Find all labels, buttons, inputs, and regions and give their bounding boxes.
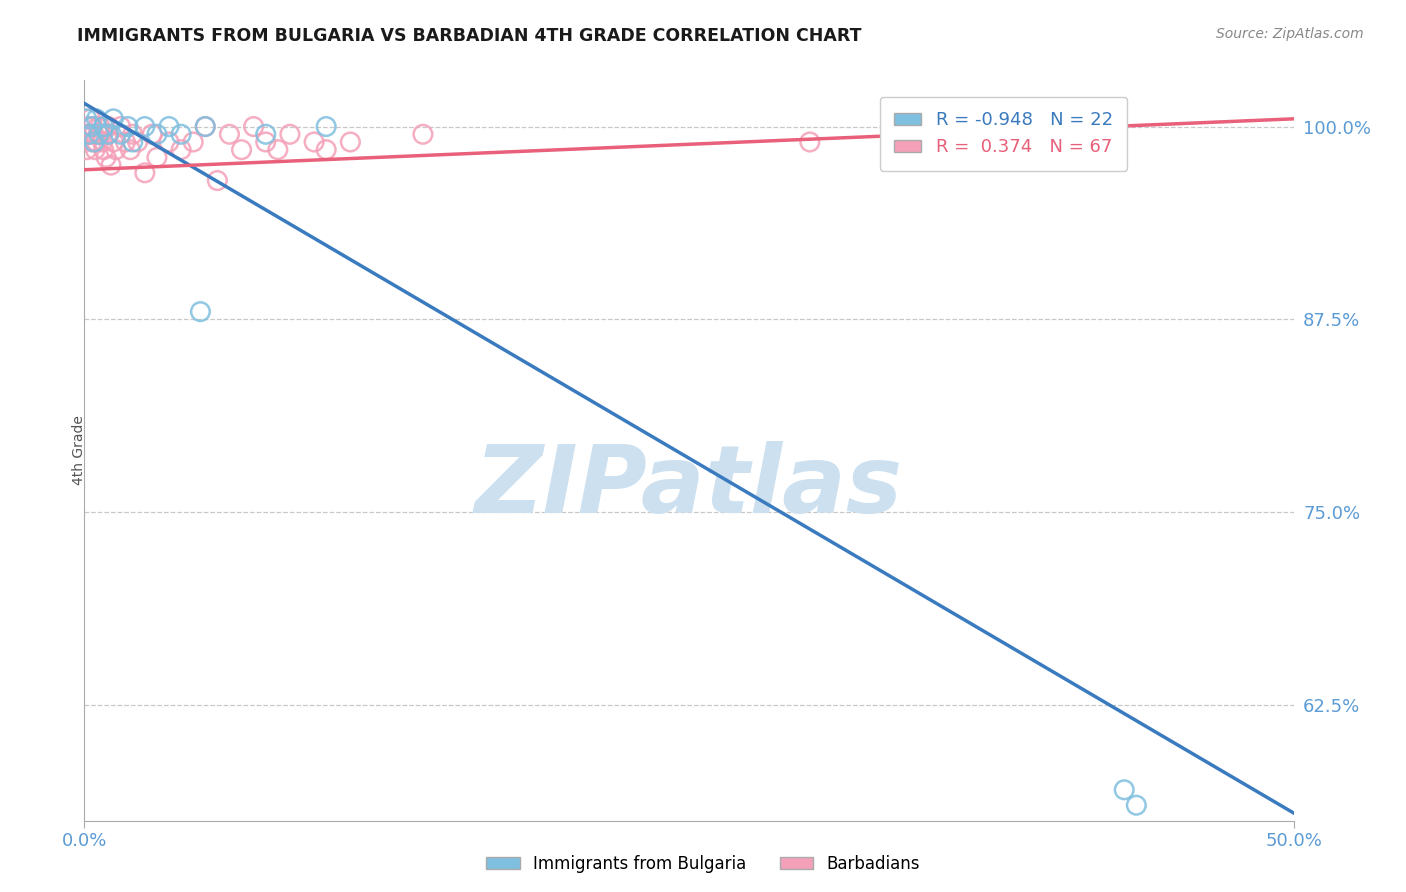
Point xyxy=(315,143,337,157)
Point xyxy=(134,120,156,134)
Point xyxy=(190,304,212,318)
Point xyxy=(799,135,821,149)
Point xyxy=(117,120,139,134)
Point xyxy=(110,128,132,142)
Point xyxy=(75,128,97,142)
Point xyxy=(104,143,127,157)
Point xyxy=(278,128,301,142)
Point xyxy=(103,135,125,149)
Point xyxy=(79,112,101,126)
Point xyxy=(114,135,136,149)
Point xyxy=(134,166,156,180)
Point xyxy=(181,135,204,149)
Point xyxy=(86,112,108,126)
Point xyxy=(1125,798,1147,813)
Point xyxy=(127,135,149,149)
Legend: Immigrants from Bulgaria, Barbadians: Immigrants from Bulgaria, Barbadians xyxy=(479,848,927,880)
Point xyxy=(76,112,98,126)
Point xyxy=(91,135,114,149)
Point xyxy=(412,128,434,142)
Point xyxy=(77,128,100,142)
Point xyxy=(207,173,229,187)
Point xyxy=(80,135,103,149)
Point xyxy=(93,143,115,157)
Point xyxy=(94,150,117,164)
Point xyxy=(82,120,104,134)
Point xyxy=(339,135,361,149)
Point xyxy=(254,128,277,142)
Point xyxy=(90,128,112,142)
Point xyxy=(194,120,217,134)
Point xyxy=(141,128,163,142)
Point xyxy=(302,135,325,149)
Point xyxy=(93,120,115,134)
Y-axis label: 4th Grade: 4th Grade xyxy=(72,416,86,485)
Legend: R = -0.948   N = 22, R =  0.374   N = 67: R = -0.948 N = 22, R = 0.374 N = 67 xyxy=(880,96,1128,170)
Point xyxy=(920,112,942,126)
Point xyxy=(242,120,264,134)
Point xyxy=(86,120,108,134)
Point xyxy=(100,158,122,172)
Point xyxy=(77,120,100,134)
Point xyxy=(218,128,240,142)
Point xyxy=(84,143,107,157)
Point xyxy=(97,128,120,142)
Point xyxy=(87,128,110,142)
Text: Source: ZipAtlas.com: Source: ZipAtlas.com xyxy=(1216,27,1364,41)
Point xyxy=(87,128,110,142)
Point xyxy=(83,128,105,142)
Point xyxy=(254,135,277,149)
Point xyxy=(146,150,169,164)
Point xyxy=(1114,782,1136,797)
Point xyxy=(86,135,108,149)
Point xyxy=(231,143,253,157)
Point xyxy=(83,135,105,149)
Point xyxy=(146,128,169,142)
Point xyxy=(267,143,290,157)
Point xyxy=(77,128,100,142)
Point xyxy=(170,143,193,157)
Point xyxy=(103,112,125,126)
Text: ZIPatlas: ZIPatlas xyxy=(475,442,903,533)
Point xyxy=(96,128,118,142)
Point xyxy=(121,128,143,142)
Text: IMMIGRANTS FROM BULGARIA VS BARBADIAN 4TH GRADE CORRELATION CHART: IMMIGRANTS FROM BULGARIA VS BARBADIAN 4T… xyxy=(77,27,862,45)
Point xyxy=(121,135,143,149)
Point xyxy=(80,120,103,134)
Point xyxy=(76,143,98,157)
Point xyxy=(157,120,180,134)
Point xyxy=(170,128,193,142)
Point xyxy=(97,120,120,134)
Point xyxy=(194,120,217,134)
Point xyxy=(315,120,337,134)
Point xyxy=(120,143,142,157)
Point xyxy=(94,120,117,134)
Point xyxy=(89,120,111,134)
Point xyxy=(157,135,180,149)
Point xyxy=(110,120,132,134)
